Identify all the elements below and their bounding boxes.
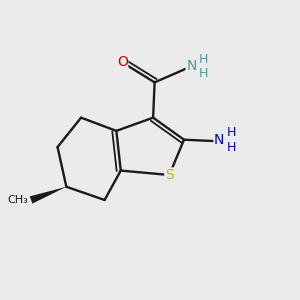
Text: H: H xyxy=(227,126,236,140)
Text: H: H xyxy=(227,141,236,154)
Polygon shape xyxy=(30,187,66,204)
Text: N: N xyxy=(214,133,224,147)
Text: S: S xyxy=(165,168,174,182)
Text: H: H xyxy=(199,67,208,80)
Text: H: H xyxy=(199,53,208,66)
Text: O: O xyxy=(117,55,128,69)
Text: N: N xyxy=(186,59,197,73)
Text: CH₃: CH₃ xyxy=(8,195,28,205)
